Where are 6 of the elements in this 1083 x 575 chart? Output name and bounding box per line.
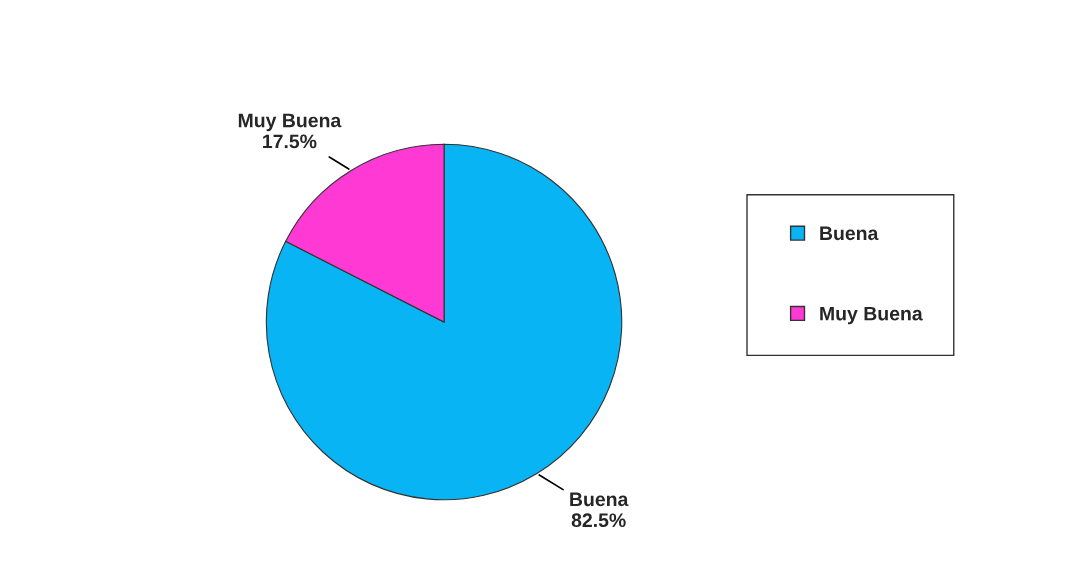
- data-label: 82.5%: [571, 513, 626, 528]
- legend-label: Buena: [820, 226, 879, 241]
- slice-label: Buena: [570, 492, 629, 507]
- data-label: 17.5%: [263, 134, 317, 149]
- slice-label: Muy Buena: [238, 113, 342, 132]
- legend-label: Muy Buena: [820, 306, 923, 325]
